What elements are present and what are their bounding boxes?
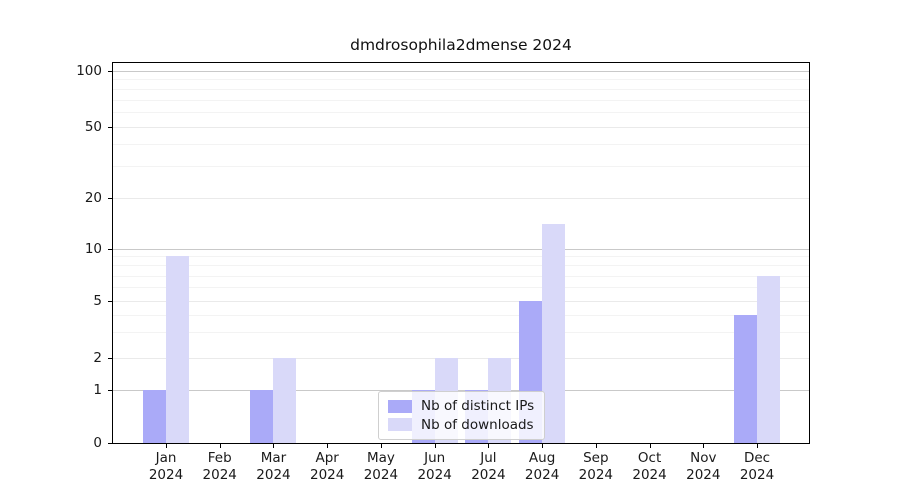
gridline-30: [113, 166, 809, 167]
x-tick-label-feb: Feb 2024: [202, 450, 237, 483]
gridline-6: [113, 287, 809, 288]
x-tick-mark-oct: [649, 444, 651, 448]
x-tick-label-jun: Jun 2024: [417, 450, 452, 483]
y-tick-mark-10: [108, 248, 112, 250]
gridline-1: [113, 390, 809, 391]
y-tick-label-10: 10: [84, 240, 102, 257]
x-tick-mark-feb: [219, 444, 221, 448]
x-tick-mark-jan: [166, 444, 167, 448]
y-tick-label-5: 5: [93, 293, 102, 309]
gridline-3: [113, 332, 809, 333]
x-tick-label-mar: Mar 2024: [256, 450, 291, 483]
bar-distinct-ips-jan: [143, 390, 166, 443]
x-tick-label-aug: Aug 2024: [524, 450, 560, 483]
y-tick-mark-0: [108, 443, 112, 444]
x-tick-label-jul: Jul 2024: [471, 450, 506, 483]
x-tick-label-apr: Apr 2024: [310, 450, 345, 483]
bar-downloads-dec: [757, 275, 781, 443]
legend-swatch-downloads: [388, 418, 412, 432]
gridline-90: [113, 79, 809, 80]
legend-item-downloads: Nb of downloads: [388, 416, 535, 435]
gridline-100: [113, 71, 809, 72]
chart-title: dmdrosophila2dmense 2024: [350, 36, 572, 54]
y-tick-mark-2: [108, 357, 112, 359]
legend: Nb of distinct IPs Nb of downloads: [378, 391, 545, 440]
gridline-8: [113, 265, 809, 266]
gridline-7: [113, 276, 809, 277]
x-tick-mark-nov: [703, 444, 705, 448]
gridline-2: [113, 358, 809, 359]
bar-distinct-ips-mar: [250, 390, 274, 443]
gridline-4: [113, 315, 809, 316]
gridline-10: [113, 249, 809, 250]
y-tick-label-0: 0: [93, 435, 102, 451]
gridline-40: [113, 144, 809, 145]
gridline-20: [113, 198, 809, 199]
x-tick-mark-aug: [542, 444, 544, 448]
y-tick-label-100: 100: [76, 63, 102, 79]
x-tick-mark-jun: [434, 444, 436, 448]
x-tick-mark-jul: [488, 444, 490, 448]
y-tick-label-1: 1: [93, 382, 102, 398]
legend-label-distinct-ips: Nb of distinct IPs: [421, 398, 535, 415]
y-tick-mark-100: [108, 71, 112, 72]
x-tick-label-sep: Sep 2024: [578, 450, 613, 483]
x-tick-label-may: May 2024: [363, 450, 399, 483]
x-tick-mark-may: [380, 444, 382, 448]
gridline-60: [113, 112, 809, 113]
bar-downloads-mar: [273, 357, 297, 443]
gridline-9: [113, 256, 809, 257]
x-tick-label-jan: Jan 2024: [148, 450, 184, 483]
x-tick-mark-sep: [595, 444, 597, 448]
plot-area: [112, 62, 810, 444]
y-tick-mark-50: [108, 126, 112, 128]
gridline-80: [113, 89, 809, 90]
legend-swatch-distinct-ips: [388, 399, 412, 413]
legend-item-distinct-ips: Nb of distinct IPs: [388, 397, 535, 416]
y-tick-mark-20: [108, 198, 112, 199]
gridline-70: [113, 100, 809, 101]
y-tick-label-2: 2: [93, 349, 102, 366]
legend-label-downloads: Nb of downloads: [421, 416, 534, 433]
gridline-5: [113, 301, 809, 302]
bar-distinct-ips-dec: [734, 314, 758, 443]
x-tick-label-nov: Nov 2024: [686, 450, 721, 483]
x-tick-mark-dec: [757, 444, 759, 448]
bar-downloads-jan: [166, 256, 189, 443]
y-tick-label-50: 50: [84, 118, 102, 135]
x-tick-label-oct: Oct 2024: [632, 450, 667, 483]
y-tick-mark-1: [108, 390, 112, 391]
y-tick-label-20: 20: [84, 190, 102, 206]
bar-downloads-aug: [542, 223, 566, 443]
x-tick-label-dec: Dec 2024: [739, 450, 775, 483]
y-tick-mark-5: [108, 301, 112, 302]
x-tick-mark-apr: [327, 444, 329, 448]
gridline-50: [113, 127, 809, 128]
x-tick-mark-mar: [273, 444, 275, 448]
